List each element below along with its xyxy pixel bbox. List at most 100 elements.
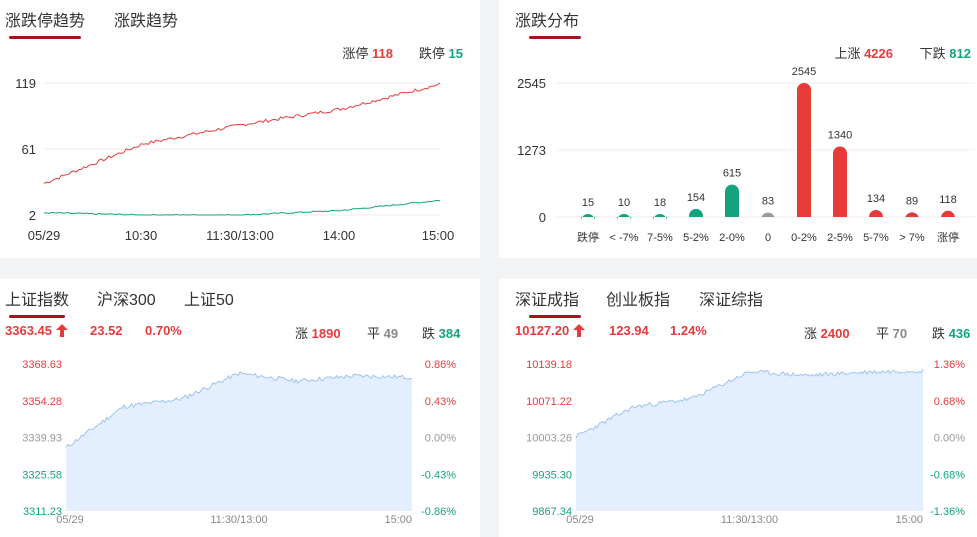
sh-up-label: 涨: [295, 326, 309, 341]
tab-distribution[interactable]: 涨跌分布: [515, 7, 582, 39]
x-tick-label: 11:30/13:00: [210, 514, 267, 526]
y-tick-label: 3339.93: [22, 433, 62, 445]
bar-value-label: 18: [654, 197, 666, 209]
fall-count-stat: 下跌 812: [920, 43, 971, 62]
pct-tick-label: -1.36%: [930, 506, 965, 518]
limit-down-series-line: [43, 199, 441, 216]
sh-index-tabs: 上证指数 沪深300 上证50: [0, 279, 480, 318]
rise-count-value: 4226: [864, 46, 893, 61]
sh-down-value: 384: [438, 326, 461, 341]
bar-value-label: 89: [906, 195, 918, 207]
sz-flat-stat: 平 70: [876, 323, 907, 342]
sz-index-panel: 深证成指 创业板指 深证综指 10127.20 123.94 1.24% 涨 2…: [499, 279, 977, 537]
tab-sz-component[interactable]: 深证成指: [515, 286, 582, 318]
bar-value-label: 118: [939, 194, 957, 206]
bar-value-label: 2545: [792, 66, 816, 78]
bar-value-label: 154: [687, 192, 705, 204]
sz-up-label: 涨: [804, 326, 818, 341]
rise-count-label: 上涨: [834, 46, 861, 61]
category-label: > 7%: [899, 232, 925, 244]
arrow-up-icon: [572, 323, 585, 338]
bar: [689, 208, 703, 217]
y-tick-label: 3368.63: [22, 359, 62, 371]
x-tick-label: 15:00: [422, 228, 455, 243]
x-tick-label: 05/29: [566, 514, 594, 526]
y-tick-label: 3354.28: [22, 396, 62, 408]
y-tick-label: 2: [29, 208, 36, 223]
y-tick-label: 9935.30: [532, 469, 572, 481]
bar: [617, 214, 631, 221]
y-tick-label: 3311.23: [23, 506, 62, 518]
sh-flat-label: 平: [367, 326, 381, 341]
distribution-panel: 涨跌分布 上涨 4226 下跌 812 2545 1273 0 15 跌停 10 < -7…: [499, 0, 977, 258]
sh-up-stat: 涨 1890: [295, 323, 341, 342]
index-price-line: [575, 368, 924, 439]
y-tick-label: 10003.26: [526, 433, 572, 445]
bar-value-label: 10: [618, 197, 630, 209]
x-tick-label: 15:00: [895, 514, 923, 526]
sh-index-panel: 上证指数 沪深300 上证50 3363.45 23.52 0.70% 涨 18…: [0, 279, 480, 537]
bar-group: 134 5-7%: [863, 193, 889, 244]
bar: [833, 146, 847, 217]
category-label: 涨停: [937, 230, 959, 244]
tab-rise-fall-trend[interactable]: 涨跌趋势: [114, 13, 179, 30]
x-tick-label: 11:30/13:00: [721, 514, 778, 526]
tab-sz-composite[interactable]: 深证综指: [699, 292, 764, 309]
fall-count-label: 下跌: [919, 46, 946, 61]
bar-group: 83 0: [761, 196, 775, 244]
sh-down-stat: 跌 384: [422, 323, 460, 342]
pct-tick-label: 0.00%: [425, 433, 456, 445]
distribution-chart: 2545 1273 0 15 跌停 10 < -7% 18 7-5% 154 5-2% 615 2-0…: [517, 66, 975, 244]
category-label: 7-5%: [647, 232, 673, 244]
sh-price-row: 3363.45: [5, 323, 68, 338]
bar-group: 15 跌停: [577, 197, 599, 244]
bar: [869, 209, 883, 217]
bar: [581, 214, 595, 221]
sh-flat-stat: 平 49: [367, 323, 398, 342]
category-label: 0-2%: [791, 232, 817, 244]
sz-change: 123.94: [609, 323, 649, 338]
limit-up-label: 涨停: [342, 46, 369, 61]
limit-up-stat: 涨停 118: [342, 43, 393, 62]
category-label: 5-2%: [683, 232, 709, 244]
pct-tick-label: -0.68%: [930, 469, 965, 481]
bar-value-label: 83: [762, 196, 774, 208]
tab-sh-composite[interactable]: 上证指数: [5, 286, 69, 318]
bar-group: 2545 0-2%: [791, 66, 817, 244]
bar-group: 615 2-0%: [719, 168, 745, 244]
sz-price: 10127.20: [515, 323, 570, 338]
tab-sse50[interactable]: 上证50: [184, 292, 234, 309]
sh-index-chart: 3368.63 3354.28 3339.93 3325.58 3311.23 0.86%…: [22, 359, 456, 526]
sz-pct: 1.24%: [670, 323, 707, 338]
sz-flat-label: 平: [876, 326, 890, 341]
bar-value-label: 134: [867, 193, 885, 205]
x-tick-label: 14:00: [323, 228, 356, 243]
bar-value-label: 1340: [828, 129, 852, 141]
category-label: 2-5%: [827, 232, 853, 244]
tab-limit-trend[interactable]: 涨跌停趋势: [5, 7, 85, 39]
category-label: 5-7%: [863, 232, 889, 244]
y-tick-label: 1273: [517, 143, 546, 158]
sz-index-chart: 10139.18 10071.22 10003.26 9935.30 9867.34 1.…: [526, 359, 965, 526]
limit-trend-panel: 涨跌停趋势 涨跌趋势 涨停 118 跌停 15 119 61 2 05/29 10:3…: [0, 0, 480, 258]
sh-flat-value: 49: [383, 326, 399, 341]
tab-chinext[interactable]: 创业板指: [606, 292, 671, 309]
tab-csi300[interactable]: 沪深300: [97, 292, 156, 309]
index-price-line: [65, 371, 413, 448]
pct-tick-label: 0.00%: [934, 433, 965, 445]
limit-trend-chart: 119 61 2 05/29 10:30 11:30/13:00 14:00 15:00: [15, 76, 455, 243]
arrow-up-icon: [55, 323, 68, 338]
fall-count-value: 812: [949, 46, 971, 61]
bar: [905, 212, 919, 220]
bar: [797, 83, 811, 217]
sz-up-value: 2400: [820, 326, 850, 341]
trend-tabs: 涨跌停趋势 涨跌趋势: [0, 0, 480, 39]
limit-down-value: 15: [448, 46, 463, 61]
bar-group: 1340 2-5%: [827, 129, 853, 244]
sh-price: 3363.45: [5, 323, 52, 338]
bar-group: 18 7-5%: [647, 197, 673, 244]
sz-flat-value: 70: [892, 326, 908, 341]
limit-up-series-line: [43, 82, 441, 184]
x-tick-label: 15:00: [384, 514, 412, 526]
limit-down-stat: 跌停 15: [419, 43, 463, 62]
